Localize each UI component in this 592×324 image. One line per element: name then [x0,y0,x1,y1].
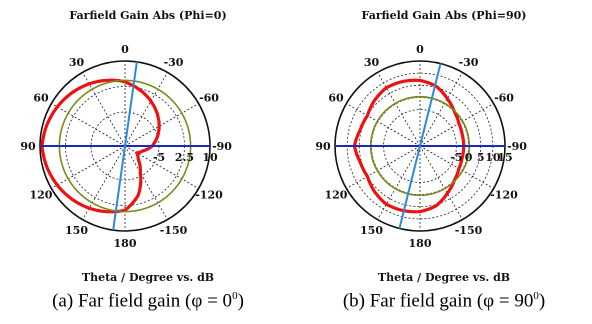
angle-tick-label: -150 [160,224,188,237]
angle-tick-label: 150 [360,224,383,237]
figure-caption-b: (b) Far field gain (φ = 900) [296,290,592,312]
figure-caption-a: (a) Far field gain (φ = 00) [0,290,296,312]
radial-tick-label: 10 [202,151,218,164]
chart-xlabel: Theta / Degree vs. dB [377,271,511,284]
angle-tick-label: 180 [114,237,137,250]
angle-tick-label: 0 [416,43,424,56]
angle-tick-label: -90 [507,140,527,153]
caption-close: ) [538,290,546,312]
angle-tick-label: -30 [459,56,479,69]
angle-tick-label: -150 [455,224,483,237]
angle-tick-label: 150 [65,224,88,237]
angle-tick-label: -120 [490,189,518,202]
caption-text: (b) Far field gain (φ = 90 [342,290,534,312]
series-curve-0 [352,78,466,214]
angle-tick-label: 90 [315,140,331,153]
chart-panel-phi90: Farfield Gain Abs (Phi=90) 0 30 60 90 120 150… [296,0,592,324]
chart-title: Farfield Gain Abs (Phi=90) [361,9,527,22]
polar-grid-spoke [419,103,494,147]
angle-tick-label: 90 [20,140,36,153]
angle-tick-label: -90 [212,140,232,153]
angle-tick-label: -60 [199,92,219,105]
radial-tick-label: -5 [450,151,462,164]
reference-line-1 [398,63,442,229]
radial-tick-label: 5 [477,151,485,164]
angle-tick-label: 180 [409,237,432,250]
angle-tick-label: 60 [328,92,344,105]
angle-tick-label: -120 [195,189,223,202]
caption-close: ) [237,290,244,312]
angle-tick-label: 30 [364,56,380,69]
series-curve-1 [58,79,192,213]
reference-line-1 [112,61,138,231]
chart-title: Farfield Gain Abs (Phi=0) [69,9,227,22]
angle-tick-label: 30 [69,56,85,69]
angle-tick-label: 120 [30,189,53,202]
polar-chart-phi0: 0 30 60 90 120 150 180 -150 -120 -90 -60 -30 -5 2.5 10 [20,43,232,250]
radial-tick-label: 10 [485,151,501,164]
radial-tick-label: -5 [153,151,165,164]
radial-tick-label: 15 [497,151,512,164]
caption-text: (a) Far field gain (φ = 0 [52,290,233,312]
chart-panel-phi0: Farfield Gain Abs (Phi=0) 0 30 60 90 120 150 1… [0,9,296,312]
series-curve-0 [40,78,161,214]
chart-xlabel: Theta / Degree vs. dB [81,271,215,284]
angle-tick-label: 60 [33,92,49,105]
radial-tick-label: 0 [465,151,473,164]
radial-tick-label: 2.5 [175,151,194,164]
angle-tick-label: 0 [121,43,129,56]
angle-tick-label: -60 [494,92,514,105]
caption-superscript: 0 [533,290,539,302]
caption-superscript: 0 [232,290,238,302]
angle-tick-label: -30 [164,56,184,69]
angle-tick-label: 120 [325,189,348,202]
series-curve-1 [369,95,471,197]
